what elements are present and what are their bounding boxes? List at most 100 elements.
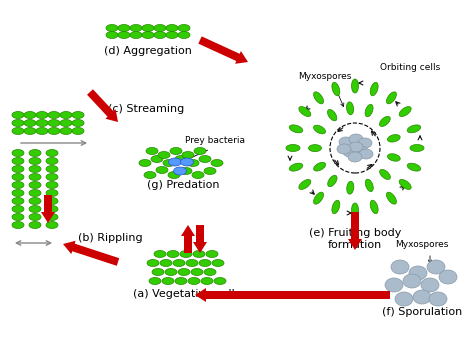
Text: (e) Fruiting body
formation: (e) Fruiting body formation bbox=[309, 228, 401, 250]
Ellipse shape bbox=[72, 120, 84, 126]
Ellipse shape bbox=[370, 200, 378, 214]
Ellipse shape bbox=[386, 92, 396, 104]
Ellipse shape bbox=[289, 163, 303, 171]
Text: (g) Predation: (g) Predation bbox=[147, 180, 219, 190]
Ellipse shape bbox=[410, 144, 424, 152]
Ellipse shape bbox=[118, 24, 130, 32]
FancyArrow shape bbox=[181, 225, 195, 253]
Ellipse shape bbox=[139, 159, 151, 166]
Ellipse shape bbox=[144, 171, 156, 179]
Ellipse shape bbox=[12, 149, 24, 157]
Ellipse shape bbox=[46, 213, 58, 220]
Ellipse shape bbox=[421, 278, 439, 292]
Ellipse shape bbox=[29, 181, 41, 189]
FancyArrow shape bbox=[193, 225, 207, 253]
Ellipse shape bbox=[168, 171, 180, 179]
Ellipse shape bbox=[118, 32, 130, 38]
Ellipse shape bbox=[192, 171, 204, 179]
Ellipse shape bbox=[36, 111, 48, 119]
Ellipse shape bbox=[212, 260, 224, 267]
Ellipse shape bbox=[163, 159, 175, 166]
Ellipse shape bbox=[142, 32, 154, 38]
Ellipse shape bbox=[12, 213, 24, 220]
Ellipse shape bbox=[380, 116, 390, 126]
Ellipse shape bbox=[188, 278, 200, 284]
Ellipse shape bbox=[36, 127, 48, 135]
Ellipse shape bbox=[46, 222, 58, 229]
Text: (a) Vegetative cells: (a) Vegetative cells bbox=[133, 289, 241, 299]
Ellipse shape bbox=[339, 137, 353, 147]
Ellipse shape bbox=[181, 158, 193, 166]
Ellipse shape bbox=[358, 138, 372, 148]
Ellipse shape bbox=[12, 222, 24, 229]
Ellipse shape bbox=[349, 142, 363, 152]
Ellipse shape bbox=[206, 251, 218, 257]
Ellipse shape bbox=[403, 274, 421, 288]
Ellipse shape bbox=[399, 106, 411, 116]
Ellipse shape bbox=[12, 174, 24, 180]
Ellipse shape bbox=[352, 79, 358, 93]
Ellipse shape bbox=[162, 278, 174, 284]
Ellipse shape bbox=[12, 165, 24, 173]
Ellipse shape bbox=[72, 111, 84, 119]
Ellipse shape bbox=[146, 147, 158, 154]
Ellipse shape bbox=[48, 127, 60, 135]
Ellipse shape bbox=[29, 165, 41, 173]
Ellipse shape bbox=[46, 197, 58, 204]
Ellipse shape bbox=[46, 181, 58, 189]
Ellipse shape bbox=[12, 127, 24, 135]
Ellipse shape bbox=[309, 144, 321, 152]
Ellipse shape bbox=[387, 135, 400, 142]
Ellipse shape bbox=[24, 120, 36, 126]
Ellipse shape bbox=[352, 203, 358, 217]
Ellipse shape bbox=[130, 24, 142, 32]
Ellipse shape bbox=[29, 206, 41, 213]
Ellipse shape bbox=[24, 127, 36, 135]
Ellipse shape bbox=[313, 125, 326, 134]
Ellipse shape bbox=[178, 268, 190, 275]
Ellipse shape bbox=[186, 260, 198, 267]
Ellipse shape bbox=[29, 149, 41, 157]
Ellipse shape bbox=[106, 32, 118, 38]
Ellipse shape bbox=[12, 111, 24, 119]
Ellipse shape bbox=[29, 158, 41, 164]
Ellipse shape bbox=[24, 111, 36, 119]
Ellipse shape bbox=[201, 278, 213, 284]
Ellipse shape bbox=[332, 82, 340, 96]
Ellipse shape bbox=[359, 149, 373, 159]
Ellipse shape bbox=[299, 106, 311, 116]
Ellipse shape bbox=[142, 24, 154, 32]
Ellipse shape bbox=[12, 197, 24, 204]
Ellipse shape bbox=[370, 82, 378, 96]
Ellipse shape bbox=[156, 166, 168, 174]
Ellipse shape bbox=[12, 181, 24, 189]
Ellipse shape bbox=[12, 190, 24, 197]
Ellipse shape bbox=[173, 167, 186, 175]
Ellipse shape bbox=[60, 127, 72, 135]
Ellipse shape bbox=[349, 134, 363, 144]
Ellipse shape bbox=[48, 120, 60, 126]
FancyArrow shape bbox=[195, 288, 390, 302]
Ellipse shape bbox=[170, 147, 182, 154]
Ellipse shape bbox=[46, 165, 58, 173]
Ellipse shape bbox=[191, 268, 203, 275]
Ellipse shape bbox=[182, 152, 194, 158]
Text: (d) Aggregation: (d) Aggregation bbox=[104, 46, 192, 56]
Ellipse shape bbox=[439, 270, 457, 284]
Ellipse shape bbox=[60, 120, 72, 126]
Ellipse shape bbox=[328, 109, 337, 121]
Ellipse shape bbox=[193, 251, 205, 257]
Ellipse shape bbox=[289, 125, 303, 133]
Ellipse shape bbox=[46, 206, 58, 213]
Ellipse shape bbox=[12, 158, 24, 164]
Ellipse shape bbox=[387, 154, 400, 161]
Ellipse shape bbox=[346, 102, 354, 115]
FancyArrow shape bbox=[63, 241, 119, 266]
Ellipse shape bbox=[299, 179, 311, 190]
Ellipse shape bbox=[12, 206, 24, 213]
Ellipse shape bbox=[409, 266, 427, 280]
Ellipse shape bbox=[165, 268, 177, 275]
Ellipse shape bbox=[194, 147, 206, 154]
Text: (f) Sporulation: (f) Sporulation bbox=[382, 307, 462, 317]
Ellipse shape bbox=[29, 213, 41, 220]
